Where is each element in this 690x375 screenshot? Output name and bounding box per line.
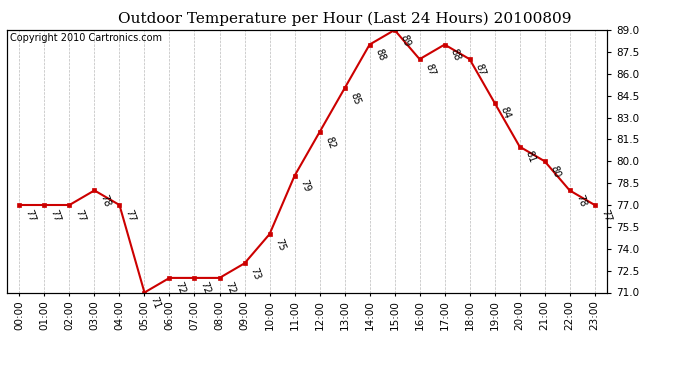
Text: 72: 72 [224,281,237,296]
Text: 78: 78 [574,193,587,208]
Text: Outdoor Temperature per Hour (Last 24 Hours) 20100809: Outdoor Temperature per Hour (Last 24 Ho… [118,11,572,26]
Text: 79: 79 [299,178,313,194]
Text: 72: 72 [174,281,187,296]
Text: 84: 84 [499,106,513,121]
Text: 88: 88 [448,47,462,62]
Text: 85: 85 [348,91,362,106]
Text: 72: 72 [199,281,213,296]
Text: Copyright 2010 Cartronics.com: Copyright 2010 Cartronics.com [10,33,162,43]
Text: 81: 81 [524,150,538,164]
Text: 77: 77 [48,208,62,223]
Text: 77: 77 [124,208,137,223]
Text: 77: 77 [23,208,37,223]
Text: 87: 87 [474,62,487,77]
Text: 82: 82 [324,135,337,150]
Text: 88: 88 [374,47,387,62]
Text: 71: 71 [148,295,162,310]
Text: 73: 73 [248,266,262,281]
Text: 87: 87 [424,62,437,77]
Text: 77: 77 [599,208,613,223]
Text: 75: 75 [274,237,287,252]
Text: 89: 89 [399,33,413,48]
Text: 77: 77 [74,208,87,223]
Text: 80: 80 [549,164,562,179]
Text: 78: 78 [99,193,112,208]
